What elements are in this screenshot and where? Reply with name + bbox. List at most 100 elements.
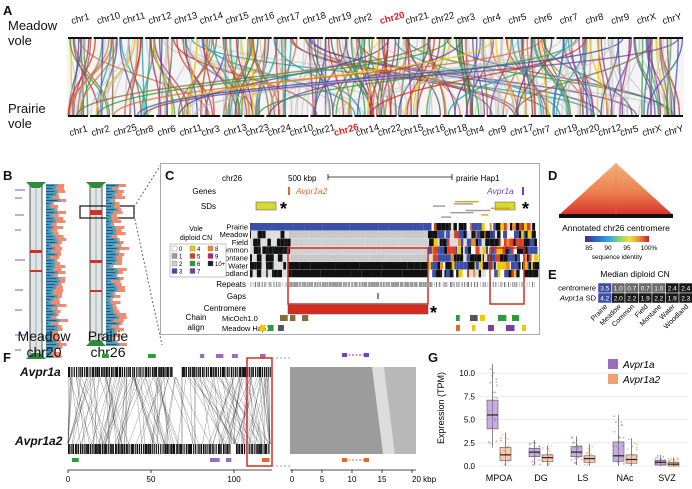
cn-cell [267, 238, 271, 247]
top-chrom-label: chr20 [379, 10, 406, 27]
seq-block [133, 367, 136, 377]
alignment-line [177, 376, 187, 445]
cn-bar [106, 269, 115, 270]
cn-value: 3.5 [600, 285, 609, 292]
cn-cell [472, 262, 475, 270]
cn-bar [46, 244, 61, 247]
cn-cell [276, 230, 281, 239]
chain-label-line2: align [188, 323, 205, 332]
sd-segment [465, 209, 491, 212]
cn-bar [106, 281, 109, 282]
seq-block [249, 367, 251, 377]
seq-block [185, 367, 187, 377]
cn-cell [430, 262, 433, 270]
seq-block [268, 444, 270, 454]
seq-block [195, 444, 197, 454]
cn-cell [401, 230, 425, 239]
seq-block [240, 367, 242, 377]
cn-bar [106, 200, 108, 201]
cn-cell [287, 230, 289, 239]
seq-block [210, 367, 213, 377]
alignment-line [121, 376, 126, 445]
legend-swatch [207, 260, 214, 267]
alignment-line [140, 376, 145, 445]
cn-bar [46, 226, 64, 229]
seq-block [73, 367, 75, 377]
seq-block [140, 367, 142, 377]
colorbar-label: sequence identity [592, 254, 643, 261]
cn-cell [290, 254, 318, 262]
alignment-line [123, 376, 134, 445]
alignment-line [105, 376, 126, 445]
cn-cell [459, 262, 464, 270]
cn-value: 2.4 [681, 285, 690, 292]
synteny-ribbon [588, 37, 592, 117]
data-point [494, 391, 497, 394]
colorbar-tick: 95 [623, 245, 631, 252]
cn-cell [458, 230, 464, 239]
seq-block [138, 367, 140, 377]
seq-block [80, 367, 82, 377]
synteny-ribbon [464, 37, 483, 117]
cn-bar [46, 353, 49, 354]
cn-cell [527, 230, 529, 239]
seq-block [154, 367, 156, 377]
repeat-element [415, 282, 418, 287]
data-point [634, 442, 636, 444]
synteny-ribbon [507, 37, 527, 117]
data-point [635, 443, 638, 446]
cn-bar [106, 212, 111, 213]
alignment-line [212, 376, 234, 445]
repeat-element [322, 282, 325, 287]
cn-bar [106, 263, 112, 264]
chain-label-line1: Chain [186, 313, 207, 322]
cn-cell [439, 238, 443, 247]
cn-cell [498, 238, 500, 247]
cn-cell [420, 262, 428, 270]
colorbar-tick: 100% [641, 245, 658, 252]
seq-block [166, 444, 169, 454]
seq-block [76, 367, 78, 377]
cn-cell [412, 223, 424, 231]
seq-block [190, 444, 193, 454]
data-point [547, 464, 550, 467]
seq-block [72, 444, 75, 454]
alignment-line [99, 376, 123, 445]
repeat-element [424, 282, 427, 287]
alignment-line [268, 376, 271, 445]
cn-cell [532, 223, 536, 231]
repeat-element [440, 282, 442, 287]
x-tick-label: 0 [66, 475, 71, 484]
cn-bar [46, 341, 53, 342]
repeat-element [269, 282, 271, 287]
zoom-highlight-box [246, 357, 273, 467]
cn-cell [482, 254, 484, 262]
seq-block [144, 367, 146, 377]
alignment-line [208, 376, 236, 445]
cn-cell [389, 238, 399, 247]
cn-cell [270, 230, 275, 239]
data-point [570, 458, 573, 461]
seq-block [114, 444, 117, 454]
feature-mark [200, 354, 205, 358]
seq-block [121, 367, 124, 377]
cn-cell [474, 262, 476, 270]
cn-cell [466, 269, 470, 278]
feature-mark [210, 458, 220, 462]
seq-block [81, 444, 83, 454]
cn-cell [437, 254, 443, 262]
data-point [495, 440, 498, 443]
cn-cell [250, 246, 254, 254]
cn-bar [46, 301, 51, 304]
seq-block [208, 444, 210, 454]
synteny-ribbon [596, 37, 600, 117]
cn-cell [460, 238, 464, 247]
alignment-line [124, 376, 127, 445]
cn-cell [466, 230, 468, 239]
cn-cell [447, 230, 450, 239]
cn-cell [402, 269, 428, 278]
seq-block [104, 444, 107, 454]
seq-block [124, 367, 126, 377]
alignment-line [204, 376, 255, 445]
alignment-line [229, 376, 242, 445]
